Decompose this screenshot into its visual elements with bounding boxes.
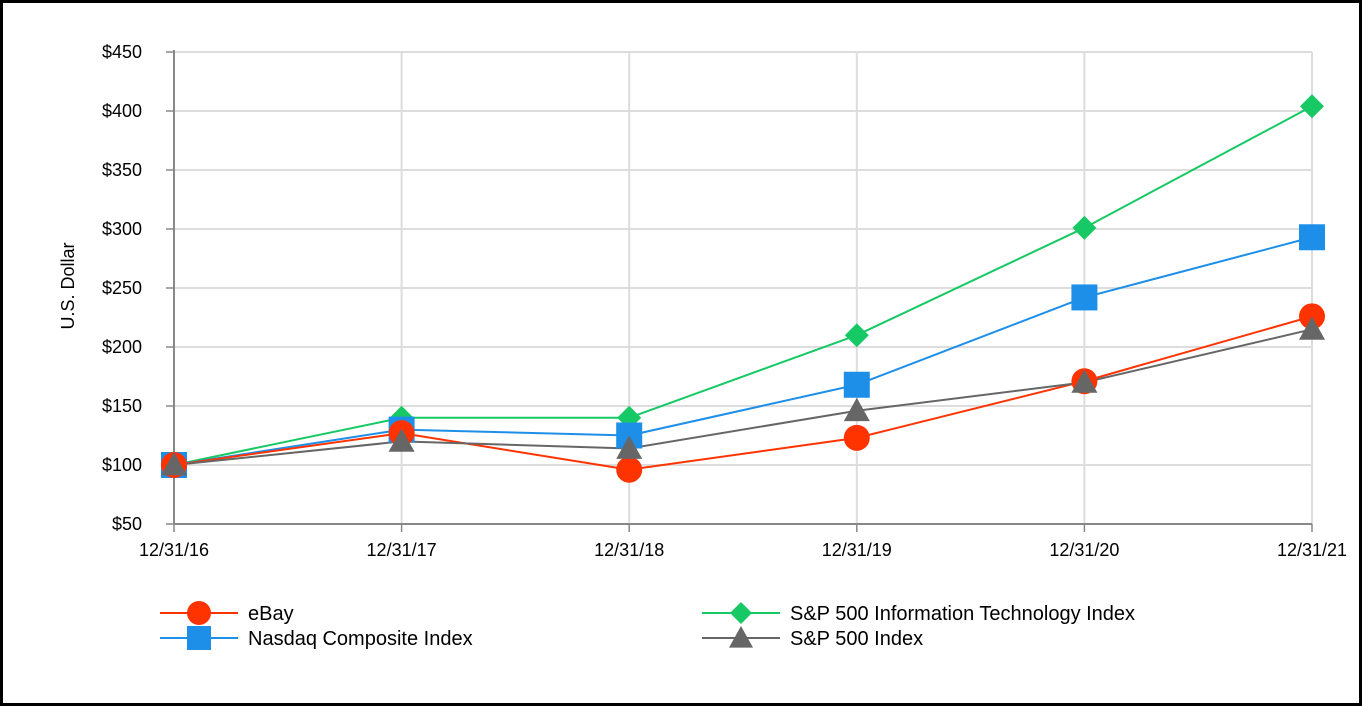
circle-marker [616, 456, 643, 483]
y-tick-label: $450 [102, 42, 142, 62]
x-tick-label: 12/31/16 [139, 540, 209, 560]
x-tick-label: 12/31/20 [1049, 540, 1119, 560]
axes [166, 50, 1313, 532]
series-markers [161, 94, 1325, 483]
square-marker [1299, 224, 1325, 251]
legend-circle-marker [187, 601, 211, 625]
legend-triangle-marker [729, 626, 753, 648]
y-axis-label: U.S. Dollar [58, 242, 78, 329]
square-marker [1071, 284, 1098, 311]
legend-label: eBay [248, 603, 294, 625]
y-tick-label: $50 [112, 514, 142, 534]
triangle-marker [161, 452, 187, 476]
y-tick-label: $150 [102, 396, 142, 416]
legend: eBay Nasdaq Composite Index S&P 500 Inform… [160, 601, 1135, 650]
legend-square-marker [187, 626, 211, 650]
triangle-marker [1071, 369, 1098, 393]
square-marker [843, 371, 870, 398]
grid-lines [174, 51, 1313, 524]
diamond-marker [844, 323, 869, 348]
series-line-triangle [173, 328, 1313, 466]
series-line-circle [173, 315, 1313, 471]
circle-marker [843, 424, 870, 451]
legend-label: Nasdaq Composite Index [248, 628, 473, 650]
series-line-diamond [173, 105, 1313, 466]
y-tick-label: $100 [102, 455, 142, 475]
y-tick-label: $400 [102, 101, 142, 121]
x-axis-ticks: 12/31/16 12/31/17 12/31/18 12/31/19 12/31/20… [139, 540, 1347, 560]
diamond-marker [1300, 94, 1324, 119]
diamond-marker [1072, 215, 1097, 240]
y-tick-label: $300 [102, 219, 142, 239]
x-tick-label: 12/31/19 [822, 540, 892, 560]
y-tick-label: $250 [102, 278, 142, 298]
x-tick-label: 12/31/17 [367, 540, 437, 560]
triangle-marker [843, 397, 870, 422]
triangle-marker [1299, 316, 1325, 340]
y-tick-label: $350 [102, 160, 142, 180]
series-lines [173, 105, 1313, 471]
legend-diamond-marker [730, 602, 752, 624]
legend-label: S&P 500 Index [790, 628, 923, 650]
y-tick-label: $200 [102, 337, 142, 357]
triangle-marker [616, 435, 643, 459]
x-tick-label: 12/31/18 [594, 540, 664, 560]
triangle-marker [388, 428, 415, 452]
x-tick-label: 12/31/21 [1277, 540, 1347, 560]
legend-label: S&P 500 Information Technology Index [790, 603, 1135, 625]
series-line-square [173, 236, 1313, 466]
y-axis-ticks: $50 $100 $150 $200 $250 $300 $350 $400 $450 [102, 42, 142, 534]
